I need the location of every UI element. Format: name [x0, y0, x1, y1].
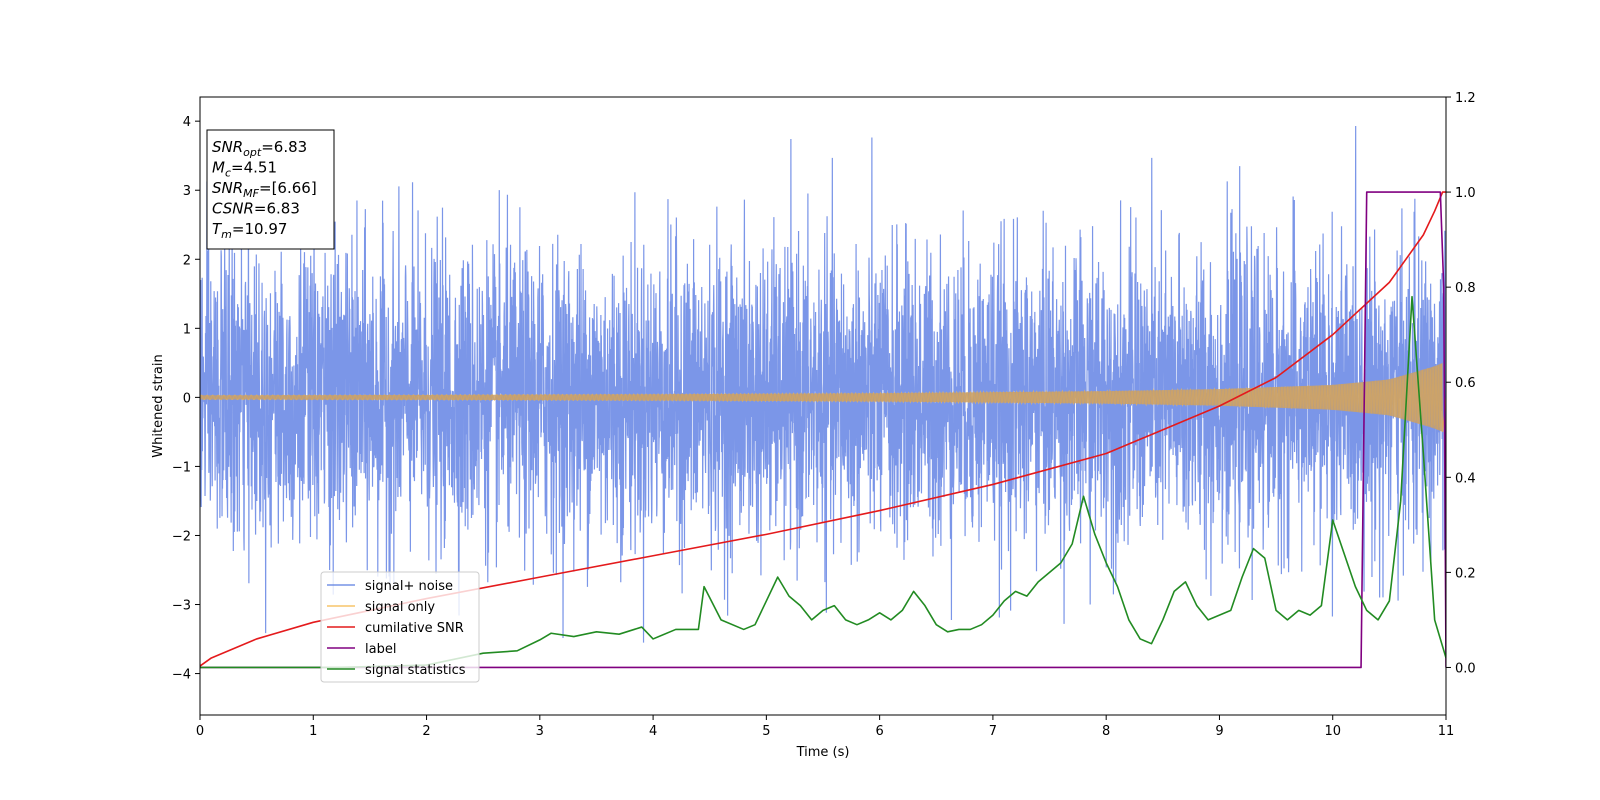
legend-label: label	[365, 642, 396, 657]
y-tick-label: −3	[172, 599, 191, 614]
x-tick-label: 10	[1324, 724, 1341, 739]
x-tick-label: 9	[1215, 724, 1223, 739]
y-tick-label: −2	[172, 529, 191, 544]
x-tick-label: 11	[1438, 724, 1455, 739]
y-tick-label: 0	[183, 391, 191, 406]
plot-frame	[199, 96, 1447, 716]
info-line: CSNR=6.83	[212, 200, 300, 218]
y2-tick-label: 1.0	[1455, 186, 1476, 201]
y2-tick-label: 0.4	[1455, 471, 1476, 486]
label-line	[200, 191, 1446, 669]
x-tick-label: 0	[196, 724, 204, 739]
y-axis-label: Whitened strain	[151, 354, 166, 457]
x-tick-label: 4	[649, 724, 657, 739]
signal-statistics-line	[200, 295, 1446, 669]
info-line: Tm=10.97	[212, 220, 287, 241]
y2-tick-label: 0.6	[1455, 376, 1476, 391]
right-axis-series	[200, 191, 1446, 669]
x-tick-label: 2	[422, 724, 430, 739]
legend-label: signal+ noise	[365, 579, 453, 594]
signal-only-envelope	[200, 362, 1443, 432]
y2-axis: 1.2 1.0 0.8 0.6 0.4 0.2 0.0	[1446, 91, 1476, 676]
x-tick-label: 5	[762, 724, 770, 739]
x-tick-label: 3	[536, 724, 544, 739]
legend-label: cumilative SNR	[365, 621, 464, 636]
legend-label: signal statistics	[365, 663, 466, 678]
x-tick-label: 7	[989, 724, 997, 739]
x-axis: 0 1 2 3 4 5 6 7 8 9 10 11	[196, 715, 1454, 739]
x-axis-label: Time (s)	[796, 745, 850, 760]
y2-tick-label: 0.8	[1455, 281, 1476, 296]
info-line: SNRMF=[6.66]	[212, 179, 317, 200]
signal-noise-line	[200, 125, 1446, 643]
legend-label: signal only	[365, 600, 435, 615]
y-tick-label: 3	[183, 184, 191, 199]
x-tick-label: 1	[309, 724, 317, 739]
legend: signal+ noise signal only cumilative SNR la…	[320, 571, 480, 683]
info-box-frame	[206, 129, 335, 250]
y-tick-label: 1	[183, 322, 191, 337]
y-tick-label: 4	[183, 115, 191, 130]
signal-noise-series	[200, 125, 1446, 643]
y2-tick-label: 0.0	[1455, 661, 1476, 676]
y-tick-label: −4	[172, 668, 191, 683]
x-tick-label: 8	[1102, 724, 1110, 739]
y2-tick-label: 0.2	[1455, 566, 1476, 581]
y-tick-label: 2	[183, 253, 191, 268]
x-tick-label: 6	[875, 724, 883, 739]
y2-tick-label: 1.2	[1455, 91, 1476, 106]
cumulative-snr-line	[200, 191, 1446, 667]
legend-frame	[320, 571, 480, 683]
y-tick-label: −1	[172, 460, 191, 475]
info-line: Mc=4.51	[212, 159, 277, 180]
y-axis: 4 3 2 1 0 −1 −2 −3 −4	[172, 115, 200, 683]
info-line: SNRopt=6.83	[212, 138, 307, 159]
